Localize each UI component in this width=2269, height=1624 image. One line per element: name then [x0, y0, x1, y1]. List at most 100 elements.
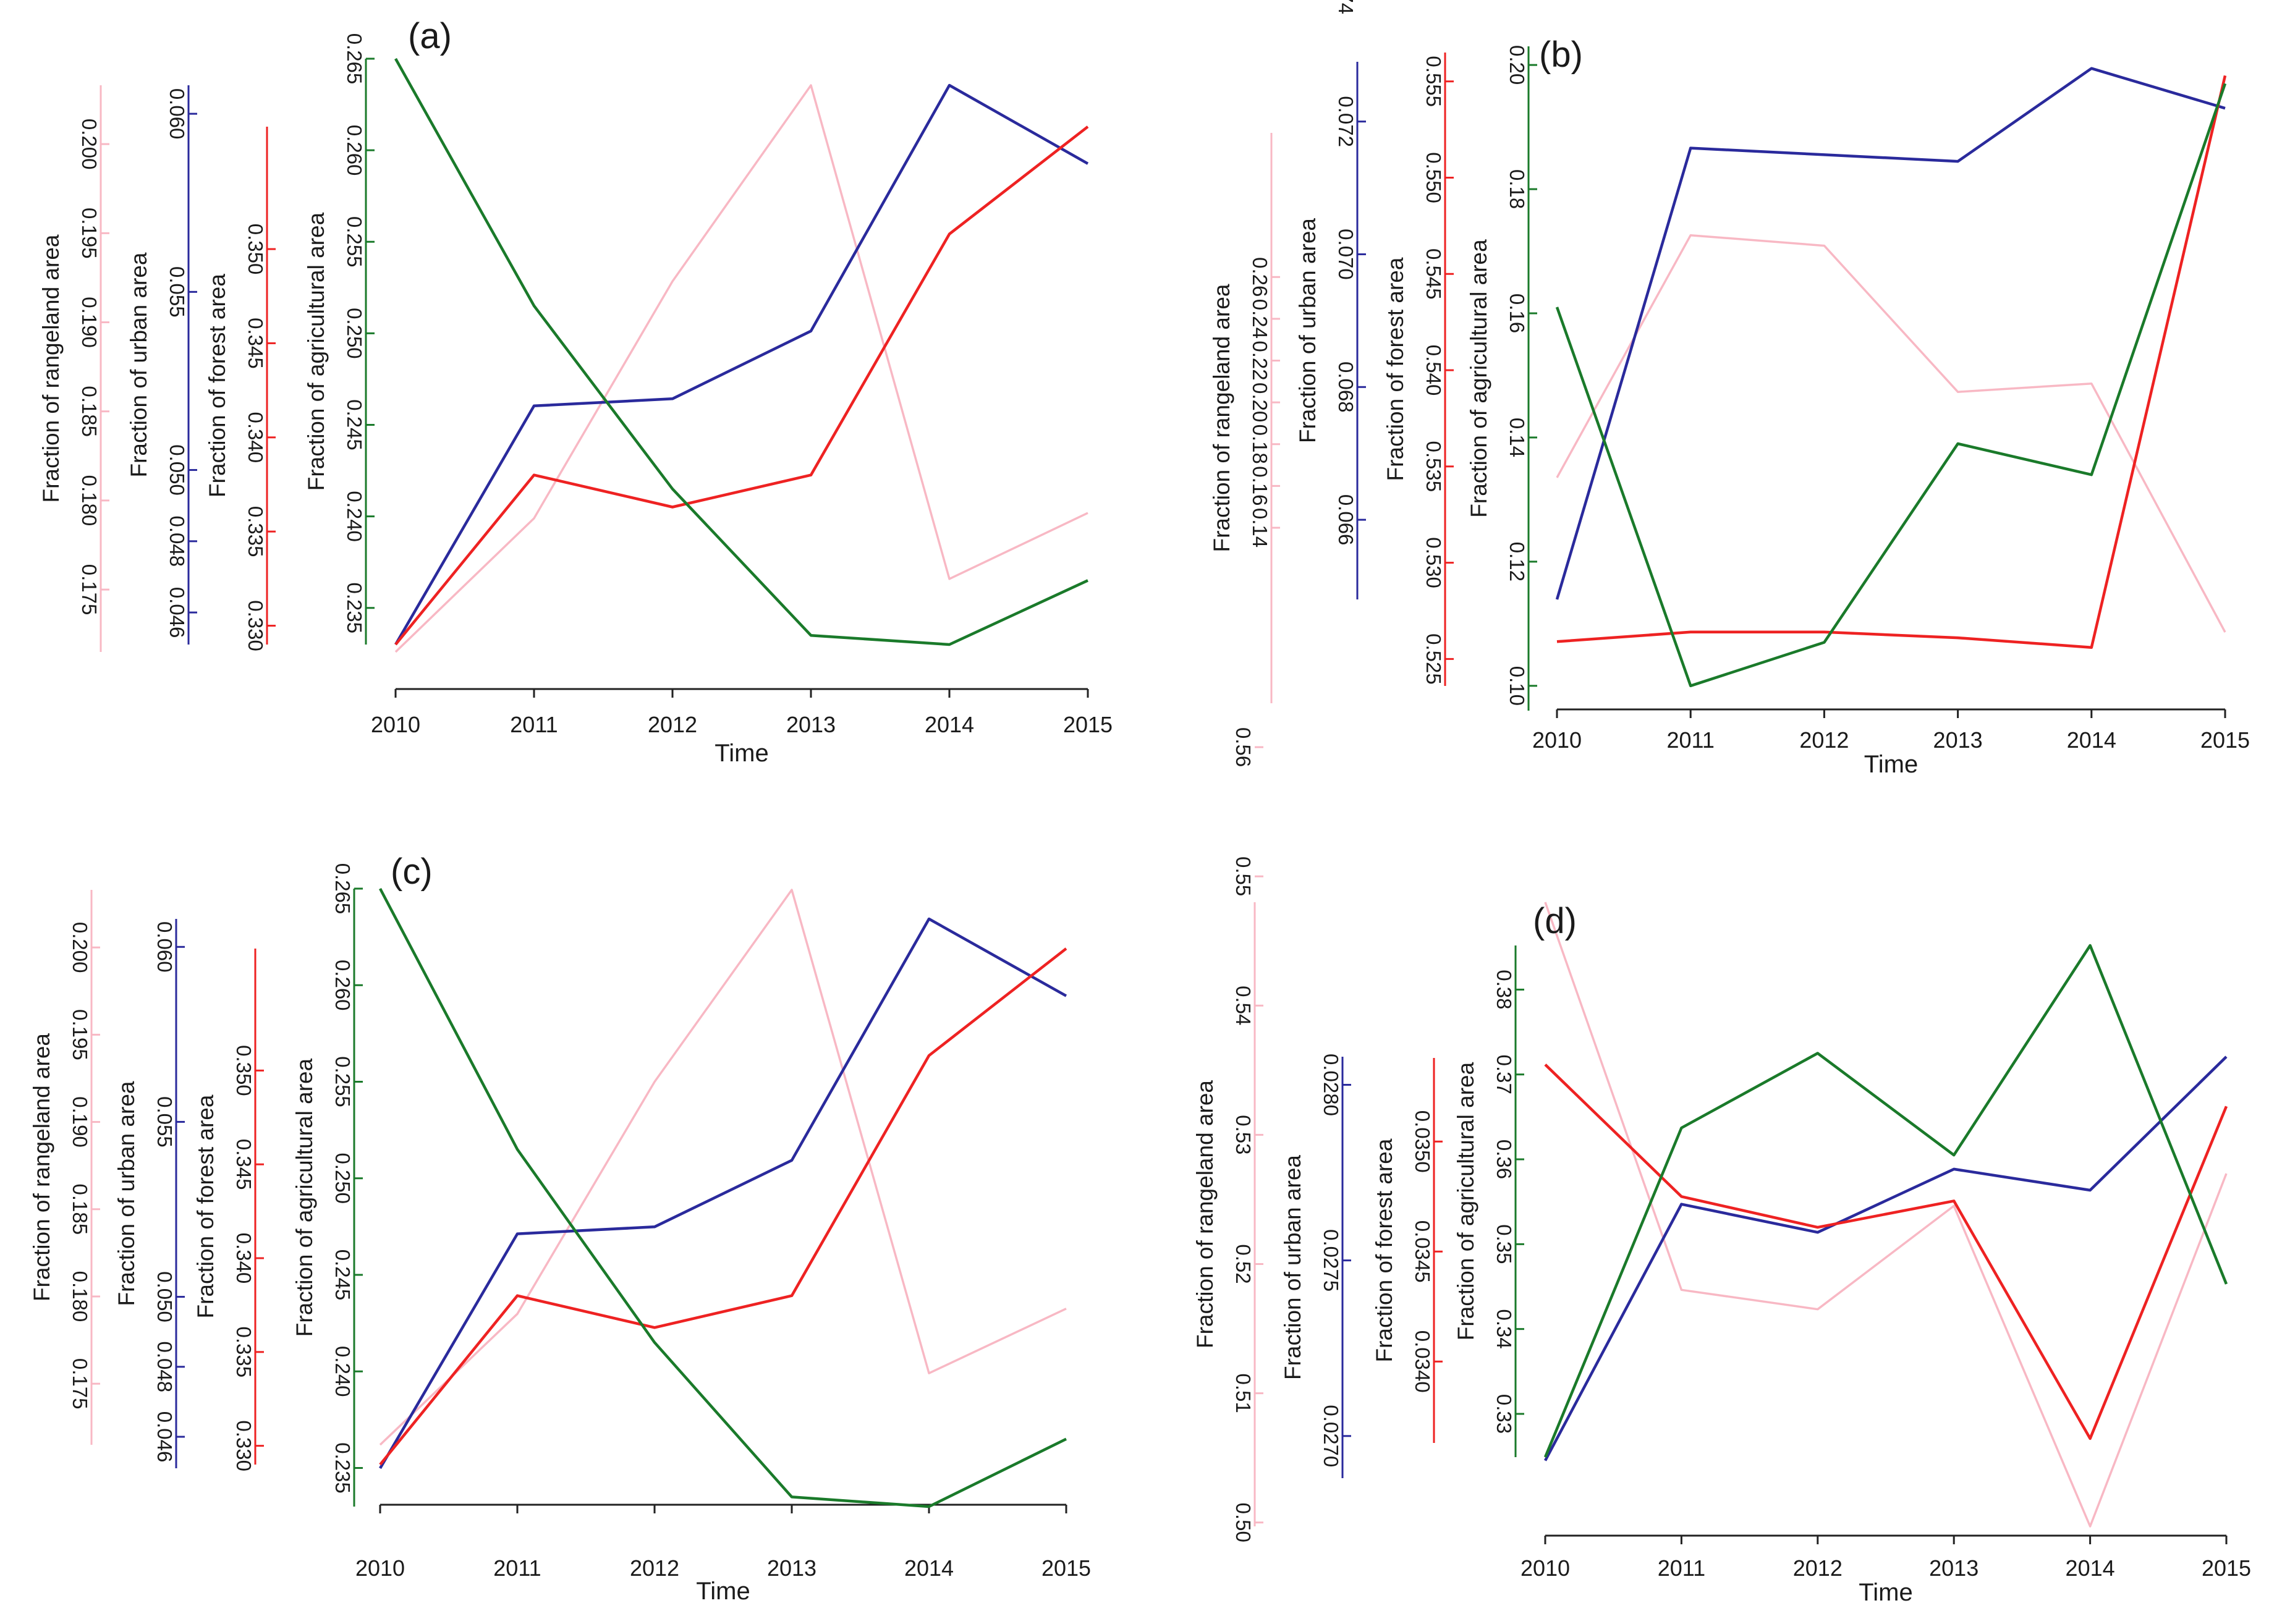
forest-axis: 0.330 0.335 0.340 0.345 0.350 Fraction of for…	[193, 949, 264, 1471]
x-tick-label: 2014	[2067, 727, 2116, 753]
forest-series-line	[394, 125, 1089, 646]
agricultural-tick-label: 0.250	[343, 308, 366, 359]
forest-axis-label: Fraction of forest area	[1372, 1138, 1397, 1362]
urban-tick-label: 0.072	[1334, 96, 1357, 147]
urban-series-line	[1555, 67, 2226, 600]
forest-tick-label: 0.340	[232, 1233, 255, 1284]
agricultural-tick-label: 0.255	[331, 1056, 354, 1107]
rangeland-axis-label: Fraction of rangeland area	[29, 1033, 54, 1301]
urban-axis: 0.0270 0.0275 0.0280 Fraction of urban area	[1280, 1054, 1351, 1478]
x-axis: 2010 2011 2012 2013 2014 2015 Time	[1532, 708, 2250, 778]
x-axis: 2010 2011 2012 2013 2014 2015 Time	[371, 688, 1113, 767]
panel-label: (d)	[1533, 901, 1577, 941]
agricultural-tick-label: 0.240	[343, 491, 366, 542]
rangeland-axis: 0.175 0.180 0.185 0.190 0.195 0.200 Fraction o…	[38, 85, 109, 652]
panel-d: 0.50 0.51 0.52 0.53 0.54 0.55 0.56 Fraction of …	[1192, 727, 2251, 1606]
rangeland-tick-label: 0.54	[1232, 986, 1255, 1025]
x-axis-title: Time	[715, 740, 768, 767]
urban-tick-label: 0.060	[153, 921, 176, 973]
rangeland-tick-label: 0.195	[78, 208, 101, 259]
urban-axis-label: Fraction of urban area	[126, 252, 151, 477]
rangeland-tick-label: 0.20	[1249, 383, 1271, 422]
rangeland-tick-label: 0.200	[78, 119, 101, 170]
urban-tick-label: 0.050	[166, 444, 189, 496]
agricultural-tick-label: 0.245	[331, 1250, 354, 1301]
agricultural-tick-label: 0.10	[1506, 666, 1529, 706]
agricultural-tick-label: 0.38	[1493, 970, 1516, 1009]
agricultural-axis-label: Fraction of agricultural area	[1453, 1062, 1478, 1340]
rangeland-axis-label: Fraction of rangeland area	[38, 234, 64, 502]
rangeland-tick-label: 0.53	[1232, 1115, 1255, 1154]
forest-series-line	[379, 947, 1067, 1466]
agricultural-tick-label: 0.235	[331, 1442, 354, 1494]
urban-axis: 0.046 0.048 0.050 0.055 0.060 Fraction of urb…	[126, 85, 197, 645]
agricultural-tick-label: 0.260	[331, 960, 354, 1011]
rangeland-tick-label: 0.190	[78, 297, 101, 348]
x-tick-label: 2015	[2200, 727, 2250, 753]
forest-tick-label: 0.335	[232, 1327, 255, 1378]
agricultural-tick-label: 0.265	[331, 863, 354, 915]
x-tick-label: 2010	[1532, 727, 1582, 753]
urban-axis-label: Fraction of urban area	[1280, 1155, 1305, 1380]
rangeland-tick-label: 0.200	[69, 922, 91, 973]
rangeland-tick-label: 0.26	[1249, 257, 1271, 297]
agricultural-tick-label: 0.265	[343, 33, 366, 85]
x-tick-label: 2011	[1658, 1555, 1705, 1581]
agricultural-tick-label: 0.16	[1506, 294, 1529, 333]
panel-c: 0.175 0.180 0.185 0.190 0.195 0.200 Fraction o…	[29, 852, 1091, 1605]
rangeland-axis: 0.50 0.51 0.52 0.53 0.54 0.55 0.56 Fraction of …	[1192, 727, 1263, 1542]
agricultural-tick-label: 0.37	[1493, 1055, 1516, 1094]
rangeland-tick-label: 0.55	[1232, 856, 1255, 896]
agricultural-tick-label: 0.36	[1493, 1140, 1516, 1179]
rangeland-axis: 0.14 0.160.18 0.20 0.220.240.26 Fraction of …	[1209, 133, 1280, 703]
forest-axis-label: Fraction of forest area	[193, 1094, 218, 1318]
agricultural-tick-label: 0.18	[1506, 169, 1529, 209]
urban-tick-label: 0.046	[153, 1411, 176, 1463]
urban-tick-label: 0.0275	[1320, 1229, 1342, 1292]
urban-tick-label: 0.068	[1334, 362, 1357, 413]
forest-tick-label: 0.545	[1422, 248, 1445, 300]
rangeland-tick-label: 0.24	[1249, 299, 1271, 339]
x-tick-label: 2011	[510, 712, 558, 737]
urban-tick-label: 0.060	[166, 88, 189, 140]
urban-tick-label: 0.066	[1334, 494, 1357, 546]
rangeland-series-line	[379, 889, 1067, 1446]
x-tick-label: 2013	[767, 1555, 816, 1581]
urban-tick-label: 0.048	[166, 516, 189, 567]
urban-series-line	[1544, 1055, 2228, 1461]
agricultural-series-line	[1543, 944, 2228, 1458]
panel-a: 0.175 0.180 0.185 0.190 0.195 0.200 Fraction o…	[38, 16, 1113, 767]
rangeland-tick-label: 0.180	[78, 475, 101, 527]
rangeland-tick-label: 0.175	[69, 1358, 91, 1410]
forest-tick-label: 0.350	[244, 224, 267, 275]
x-axis: 2010 2011 2012 2013 2014 2015 Time	[1520, 1534, 2251, 1606]
x-tick-label: 2015	[1041, 1555, 1091, 1581]
forest-tick-label: 0.530	[1422, 537, 1445, 588]
x-tick-label: 2013	[1929, 1555, 1978, 1581]
x-tick-label: 2010	[355, 1555, 405, 1581]
forest-tick-label: 0.550	[1422, 152, 1445, 203]
rangeland-series-line	[1556, 234, 2226, 633]
agricultural-tick-label: 0.14	[1506, 418, 1529, 457]
x-tick-label: 2011	[1666, 727, 1714, 753]
rangeland-tick-label: 0.50	[1232, 1503, 1255, 1542]
urban-tick-label: 0.074	[1334, 0, 1357, 14]
rangeland-axis-label: Fraction of rangeland area	[1192, 1080, 1218, 1348]
forest-tick-label: 0.330	[244, 600, 267, 651]
agricultural-tick-label: 0.34	[1493, 1309, 1516, 1349]
x-tick-label: 2013	[786, 712, 836, 737]
x-tick-label: 2012	[1799, 727, 1849, 753]
x-axis-title: Time	[1864, 751, 1918, 778]
x-tick-label: 2010	[371, 712, 420, 737]
rangeland-tick-label: 0.190	[69, 1096, 91, 1148]
rangeland-tick-label: 0.195	[69, 1009, 91, 1060]
rangeland-tick-label: 0.18	[1249, 425, 1271, 464]
forest-tick-label: 0.0340	[1411, 1330, 1434, 1393]
agricultural-series-line	[394, 57, 1088, 646]
forest-tick-label: 0.345	[244, 318, 267, 369]
rangeland-tick-label: 0.52	[1232, 1244, 1255, 1284]
forest-series-line	[1544, 1064, 2228, 1440]
forest-tick-label: 0.330	[232, 1420, 255, 1471]
urban-axis: 0.066 0.068 0.070 0.072 0.074 Fraction of urb…	[1295, 0, 1366, 599]
